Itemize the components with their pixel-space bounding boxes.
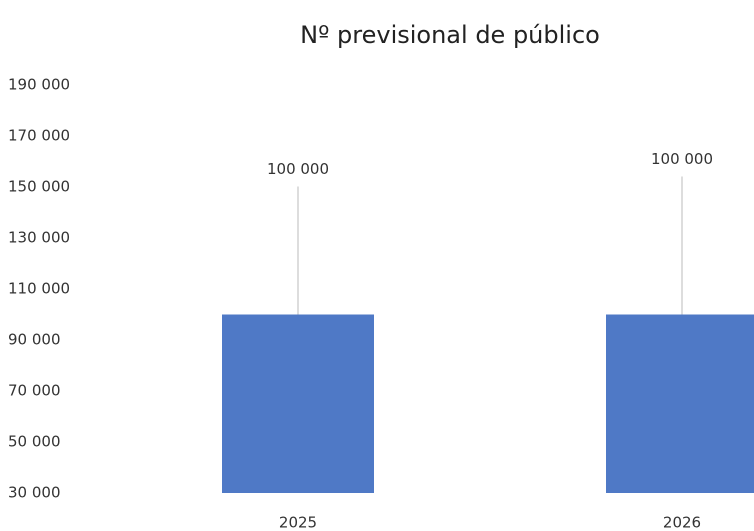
y-tick-label: 70 000	[8, 382, 61, 400]
data-label: 100 000	[267, 160, 329, 178]
y-tick-label: 190 000	[8, 76, 70, 94]
y-tick-label: 130 000	[8, 229, 70, 247]
y-tick-label: 30 000	[8, 484, 61, 502]
y-tick-label: 50 000	[8, 433, 61, 451]
bar	[606, 314, 754, 493]
y-tick-label: 110 000	[8, 280, 70, 298]
data-label: 100 000	[651, 150, 713, 168]
x-tick-label: 2025	[279, 514, 317, 531]
y-tick-label: 90 000	[8, 331, 61, 349]
y-tick-label: 150 000	[8, 178, 70, 196]
bar	[222, 314, 374, 493]
chart-title: Nº previsional de público	[300, 21, 600, 49]
y-tick-label: 170 000	[8, 127, 70, 145]
x-tick-label: 2026	[663, 514, 701, 531]
